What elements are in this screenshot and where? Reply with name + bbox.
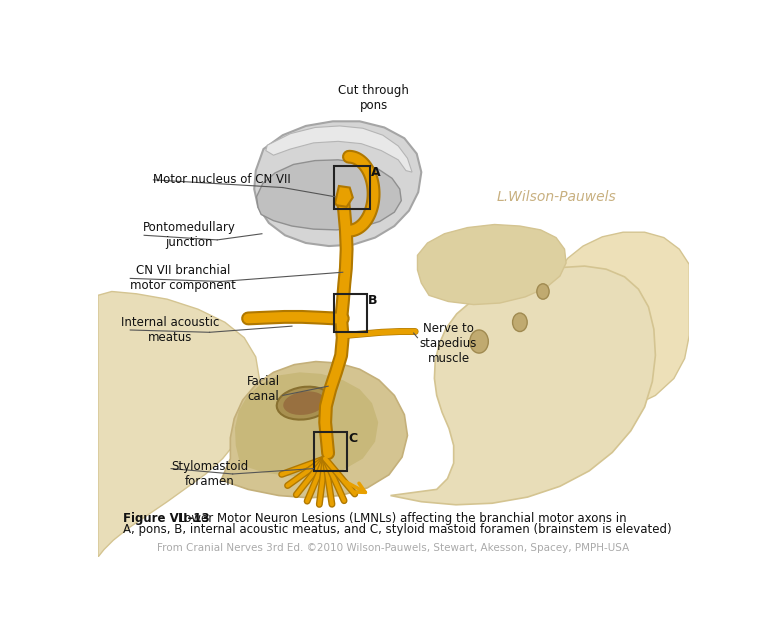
Text: Internal acoustic
meatus: Internal acoustic meatus xyxy=(121,316,220,344)
Text: Nerve to
stapedius
muscle: Nerve to stapedius muscle xyxy=(420,322,477,364)
Polygon shape xyxy=(266,126,412,172)
Polygon shape xyxy=(390,266,655,505)
Ellipse shape xyxy=(537,284,549,299)
Text: Facial
canal: Facial canal xyxy=(247,375,280,403)
Text: From Cranial Nerves 3rd Ed. ©2010 Wilson-Pauwels, Stewart, Akesson, Spacey, PMPH: From Cranial Nerves 3rd Ed. ©2010 Wilson… xyxy=(157,543,630,553)
Text: CN VII branchial
motor component: CN VII branchial motor component xyxy=(131,264,236,292)
Polygon shape xyxy=(257,160,402,230)
Text: L.Wilson-Pauwels: L.Wilson-Pauwels xyxy=(496,190,616,204)
Ellipse shape xyxy=(470,330,488,353)
Polygon shape xyxy=(235,372,378,476)
Bar xyxy=(333,294,367,332)
Text: Lower Motor Neuron Lesions (LMNLs) affecting the branchial motor axons in: Lower Motor Neuron Lesions (LMNLs) affec… xyxy=(178,513,627,525)
Ellipse shape xyxy=(283,391,326,415)
Bar xyxy=(313,433,347,471)
Text: Pontomedullary
junction: Pontomedullary junction xyxy=(143,221,236,249)
Text: A: A xyxy=(370,166,380,179)
Polygon shape xyxy=(549,232,690,411)
Polygon shape xyxy=(335,186,353,207)
Text: C: C xyxy=(348,433,357,446)
Text: Cut through
pons: Cut through pons xyxy=(338,84,409,112)
Polygon shape xyxy=(254,121,422,246)
Polygon shape xyxy=(221,362,408,498)
Polygon shape xyxy=(418,225,566,305)
Text: B: B xyxy=(368,294,378,307)
Text: Stylomastoid
foramen: Stylomastoid foramen xyxy=(171,460,248,488)
Text: A, pons, B, internal acoustic meatus, and C, styloid mastoid foramen (brainstem : A, pons, B, internal acoustic meatus, an… xyxy=(123,523,671,536)
Bar xyxy=(334,166,369,209)
Polygon shape xyxy=(98,292,260,557)
Text: Motor nucleus of CN VII: Motor nucleus of CN VII xyxy=(154,173,291,187)
Text: Figure VII–13: Figure VII–13 xyxy=(123,513,214,525)
Ellipse shape xyxy=(512,313,527,332)
Ellipse shape xyxy=(276,387,332,419)
